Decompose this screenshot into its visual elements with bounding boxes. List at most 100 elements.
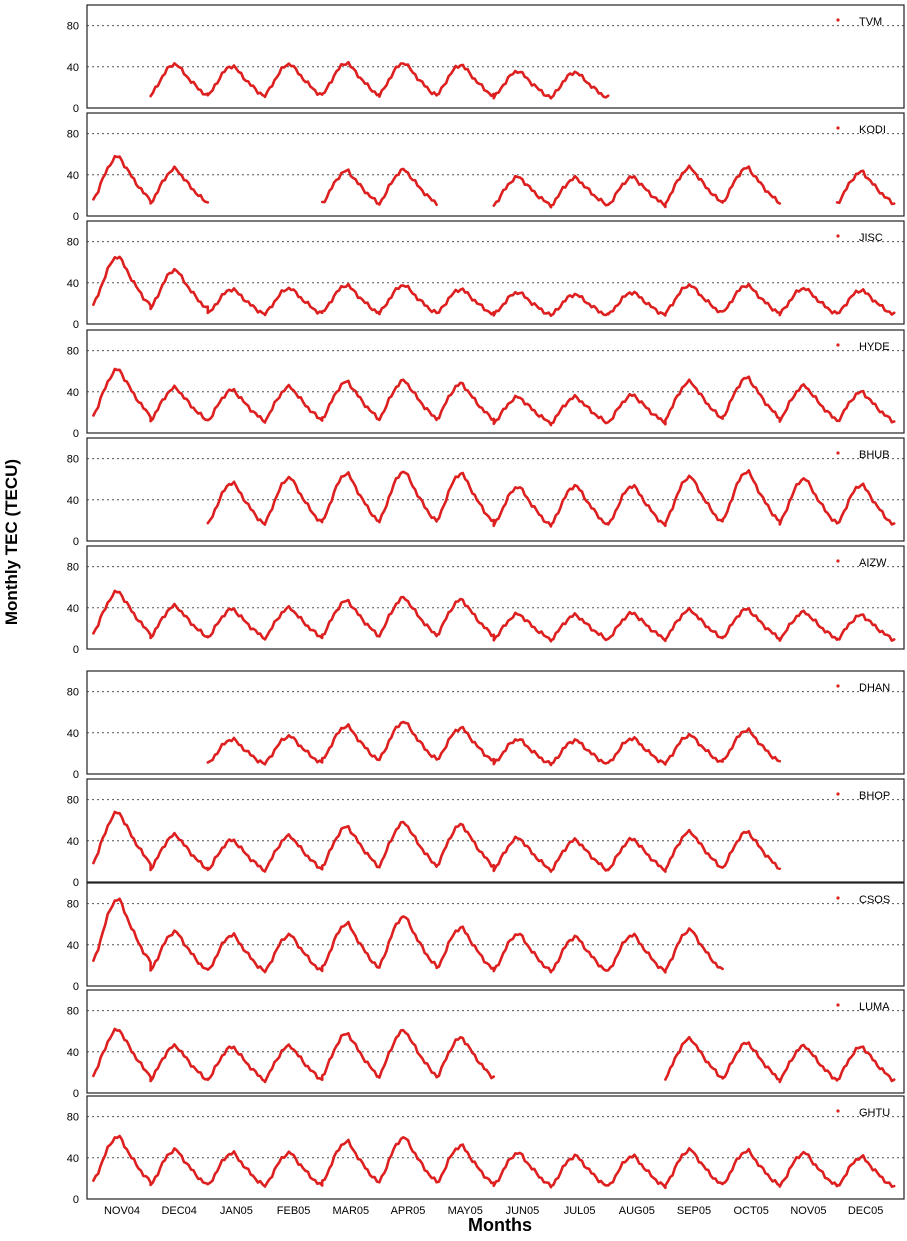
- y-tick-label: 0: [73, 536, 79, 548]
- panel-kodi: 0 40 80 KODI: [67, 112, 905, 223]
- legend-marker: [836, 234, 840, 238]
- panel-frame: [86, 220, 905, 325]
- panel-frame: [86, 112, 905, 217]
- y-tick-label: 40: [67, 278, 79, 290]
- x-tick-label: NOV05: [790, 1205, 826, 1217]
- y-tick-label: 0: [73, 1088, 79, 1100]
- x-axis-label: Months: [468, 1215, 532, 1235]
- series-line-tvm: [149, 60, 610, 100]
- panel-ghtu: 0 40 80 GHTU: [67, 1095, 905, 1206]
- x-tick-label: NOV04: [104, 1205, 140, 1217]
- panel-frame: [86, 437, 905, 542]
- legend-marker: [836, 451, 840, 455]
- x-tick-label: DEC05: [848, 1205, 883, 1217]
- panel-frame: [86, 4, 905, 109]
- y-tick-label: 40: [67, 940, 79, 952]
- panel-jisc: 0 40 80 JISC: [67, 220, 905, 331]
- y-tick-label: 40: [67, 62, 79, 74]
- legend-marker: [836, 792, 840, 796]
- panel-bhub: 0 40 80 BHUB: [67, 437, 905, 548]
- y-axis-label: Monthly TEC (TECU): [2, 458, 21, 626]
- panel-frame: [86, 545, 905, 650]
- y-tick-label: 0: [73, 769, 79, 781]
- series-line-bhop: [92, 810, 782, 873]
- y-tick-label: 40: [67, 495, 79, 507]
- y-tick-label: 80: [67, 1006, 79, 1018]
- series-line-ghtu: [92, 1134, 896, 1190]
- series-line-luma: [664, 1035, 896, 1084]
- series-line-kodi: [92, 154, 210, 205]
- y-tick-label: 40: [67, 1047, 79, 1059]
- x-tick-label: APR05: [391, 1205, 426, 1217]
- panel-frame: [86, 882, 905, 987]
- panel-frame: [86, 1095, 905, 1200]
- series-line-hyde: [92, 367, 896, 427]
- y-tick-label: 80: [67, 454, 79, 466]
- series-line-jisc: [92, 255, 896, 317]
- series-line-csos: [92, 897, 724, 974]
- series-line-bhub: [206, 469, 896, 528]
- y-tick-label: 0: [73, 428, 79, 440]
- x-tick-label: FEB05: [277, 1205, 311, 1217]
- series-line-kodi: [835, 169, 896, 206]
- y-tick-label: 80: [67, 21, 79, 33]
- panel-csos: 0 40 80 CSOS: [67, 882, 905, 993]
- x-tick-label: DEC04: [161, 1205, 196, 1217]
- y-tick-label: 80: [67, 1112, 79, 1124]
- y-tick-label: 80: [67, 346, 79, 358]
- series-line-kodi: [492, 164, 782, 209]
- station-label: TVM: [859, 16, 882, 28]
- panel-dhan: 0 40 80 DHAN: [67, 670, 905, 781]
- legend-marker: [836, 1003, 840, 1007]
- legend-marker: [836, 684, 840, 688]
- station-label: JISC: [859, 232, 883, 244]
- panel-frame: [86, 670, 905, 775]
- panel-frame: [86, 989, 905, 1094]
- panel-luma: 0 40 80 LUMA: [67, 989, 905, 1100]
- y-tick-label: 40: [67, 1153, 79, 1165]
- legend-marker: [836, 559, 840, 563]
- y-tick-label: 80: [67, 562, 79, 574]
- x-tick-label: JAN05: [220, 1205, 253, 1217]
- series-line-luma: [92, 1027, 496, 1084]
- x-tick-label: OCT05: [733, 1205, 768, 1217]
- y-tick-label: 40: [67, 387, 79, 399]
- legend-marker: [836, 343, 840, 347]
- y-tick-label: 40: [67, 170, 79, 182]
- panel-tvm: 0 40 80 TVM: [67, 4, 905, 115]
- panel-frame: [86, 329, 905, 434]
- panel-hyde: 0 40 80 HYDE: [67, 329, 905, 440]
- series-line-aizw: [92, 589, 896, 643]
- x-tick-label: JUN05: [506, 1205, 540, 1217]
- y-tick-label: 0: [73, 981, 79, 993]
- y-tick-label: 40: [67, 603, 79, 615]
- legend-marker: [836, 126, 840, 130]
- y-tick-label: 0: [73, 103, 79, 115]
- y-tick-label: 0: [73, 644, 79, 656]
- y-tick-label: 40: [67, 728, 79, 740]
- y-tick-label: 80: [67, 899, 79, 911]
- y-tick-label: 80: [67, 687, 79, 699]
- panel-frame: [86, 778, 905, 883]
- station-label: DHAN: [859, 682, 890, 694]
- station-label: BHUB: [859, 449, 890, 461]
- legend-marker: [836, 896, 840, 900]
- station-label: KODI: [859, 124, 886, 136]
- y-tick-label: 0: [73, 1194, 79, 1206]
- y-tick-label: 0: [73, 877, 79, 889]
- panel-aizw: 0 40 80 AIZW: [67, 545, 905, 656]
- station-label: GHTU: [859, 1107, 890, 1119]
- y-tick-label: 80: [67, 237, 79, 249]
- panel-bhop: 0 40 80 BHOP: [67, 778, 905, 889]
- legend-marker: [836, 1109, 840, 1113]
- station-label: HYDE: [859, 341, 890, 353]
- y-tick-label: 0: [73, 319, 79, 331]
- y-tick-label: 80: [67, 795, 79, 807]
- series-line-kodi: [320, 167, 438, 206]
- x-tick-label: SEP05: [677, 1205, 711, 1217]
- series-line-dhan: [206, 720, 782, 767]
- station-label: BHOP: [859, 790, 890, 802]
- station-label: AIZW: [859, 557, 887, 569]
- x-tick-label: MAR05: [332, 1205, 369, 1217]
